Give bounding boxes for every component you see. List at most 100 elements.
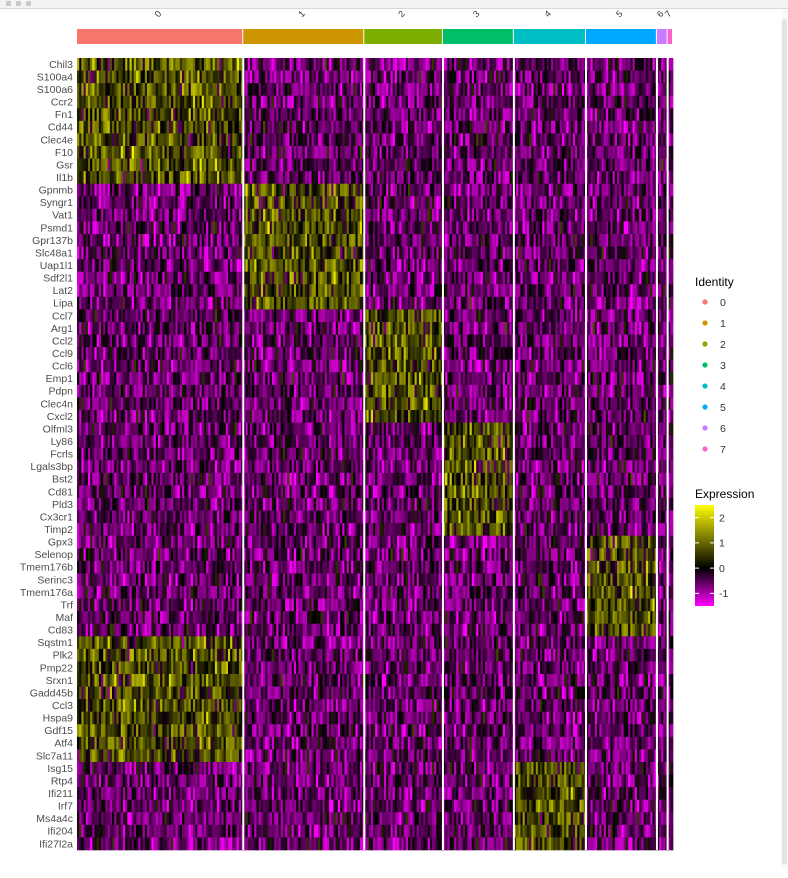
heatmap-cell	[151, 523, 154, 537]
heatmap-cell	[79, 183, 82, 197]
heatmap-cell	[230, 171, 233, 185]
heatmap-cell	[112, 472, 115, 486]
heatmap-cell	[96, 322, 100, 335]
heatmap-cell	[122, 573, 126, 587]
heatmap-cell	[87, 410, 91, 423]
heatmap-cell	[214, 183, 218, 197]
heatmap-cell	[87, 58, 91, 71]
heatmap-cell	[219, 271, 222, 285]
heatmap-cell	[90, 246, 93, 260]
heatmap-cell	[179, 774, 183, 788]
heatmap-cell	[129, 498, 133, 511]
scrollbar[interactable]	[781, 9, 788, 869]
heatmap-cell	[227, 535, 231, 549]
heatmap-cell	[109, 221, 113, 235]
heatmap-cell	[197, 221, 200, 235]
heatmap-cell	[175, 573, 178, 587]
heatmap-cell	[171, 648, 174, 662]
heatmap-cell	[109, 359, 113, 373]
heatmap-cell	[179, 422, 183, 436]
heatmap-cell	[186, 623, 189, 637]
heatmap-cell	[131, 648, 135, 662]
heatmap-cell	[234, 812, 238, 826]
heatmap-cell	[166, 158, 170, 172]
heatmap-cell	[177, 573, 181, 587]
heatmap-cell	[118, 246, 122, 260]
heatmap-cell	[171, 120, 174, 134]
heatmap-cell	[217, 560, 220, 574]
toolbar-icon[interactable]	[26, 1, 31, 6]
heatmap-cell	[138, 749, 141, 763]
heatmap-cell	[133, 234, 137, 247]
heatmap-cell	[212, 812, 216, 826]
heatmap-cell	[103, 259, 106, 273]
heatmap-cell	[155, 623, 159, 637]
heatmap-cell	[114, 762, 117, 775]
heatmap-cell	[116, 686, 119, 700]
heatmap-cell	[162, 397, 165, 411]
heatmap-cell	[153, 435, 157, 449]
heatmap-cell	[98, 774, 102, 788]
heatmap-cell	[140, 83, 143, 97]
heatmap-cell	[232, 661, 235, 675]
heatmap-cell	[87, 359, 91, 373]
heatmap-cell	[230, 762, 233, 775]
heatmap-cell	[116, 322, 119, 335]
heatmap-cell	[105, 686, 108, 700]
heatmap-cell	[197, 246, 200, 260]
heatmap-cell	[331, 58, 334, 71]
heatmap-cell	[182, 636, 185, 650]
heatmap-cell	[147, 498, 150, 511]
heatmap-cell	[94, 560, 98, 574]
heatmap-cell	[175, 208, 178, 222]
heatmap-cell	[177, 447, 181, 461]
heatmap-cell	[125, 447, 128, 461]
heatmap-cell	[131, 824, 135, 838]
heatmap-cell	[151, 95, 154, 109]
heatmap-cell	[157, 799, 161, 813]
heatmap-cell	[221, 108, 224, 122]
heatmap-cell	[190, 724, 194, 738]
heatmap-cell	[131, 196, 135, 210]
heatmap-cell	[101, 384, 104, 398]
heatmap-cell	[236, 636, 240, 650]
heatmap-cell	[125, 58, 128, 71]
heatmap-cell	[107, 410, 111, 423]
heatmap-cell	[105, 133, 108, 147]
heatmap-cell	[122, 384, 126, 398]
heatmap-cell	[83, 171, 87, 185]
heatmap-cell	[122, 196, 126, 210]
heatmap-cell	[234, 674, 238, 687]
heatmap-cell	[206, 611, 209, 625]
scrollbar-thumb[interactable]	[782, 19, 787, 865]
heatmap-cell	[177, 284, 181, 298]
heatmap-cell	[199, 108, 203, 122]
heatmap-cell	[131, 83, 135, 97]
heatmap-cell	[87, 284, 91, 298]
heatmap-cell	[105, 435, 108, 449]
heatmap-cell	[206, 397, 209, 411]
heatmap-cell	[90, 472, 93, 486]
heatmap-cell	[138, 485, 141, 499]
heatmap-cell	[188, 384, 192, 398]
toolbar-icon[interactable]	[6, 1, 11, 6]
heatmap-cell	[131, 711, 135, 725]
heatmap-cell	[109, 799, 113, 813]
heatmap-cell	[116, 183, 119, 197]
heatmap-cell	[219, 560, 222, 574]
heatmap-cell	[160, 146, 163, 159]
heatmap-cell	[182, 648, 185, 662]
heatmap-cell	[182, 384, 185, 398]
heatmap-cell	[133, 259, 137, 273]
heatmap-cell	[186, 548, 189, 562]
heatmap-cell	[127, 661, 130, 675]
heatmap-cell	[90, 158, 93, 172]
heatmap-cell	[201, 171, 205, 185]
heatmap-cell	[114, 535, 117, 549]
heatmap-cell	[175, 535, 178, 549]
heatmap-cell	[190, 686, 194, 700]
heatmap-cell	[278, 58, 282, 71]
heatmap-cell	[107, 686, 111, 700]
toolbar-icon[interactable]	[16, 1, 21, 6]
heatmap-cell	[85, 774, 89, 788]
